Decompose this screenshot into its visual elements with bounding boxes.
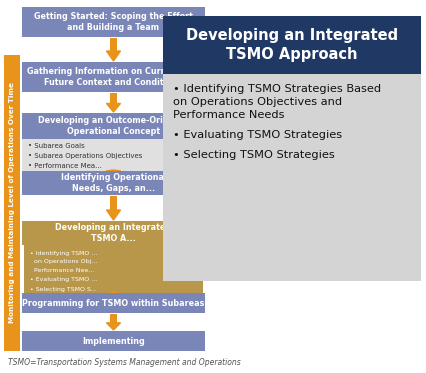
Bar <box>22 293 204 313</box>
Text: Developing an Outcome-Oriented
Operational Concept: Developing an Outcome-Oriented Operation… <box>38 116 189 136</box>
Bar <box>110 314 117 323</box>
Bar <box>22 62 204 92</box>
Text: Programming for TSMO within Subareas: Programming for TSMO within Subareas <box>22 298 204 307</box>
Text: • Identifying TSMO Strategies Based
on Operations Objectives and
Performance Nee: • Identifying TSMO Strategies Based on O… <box>173 84 380 120</box>
Text: TSMO=Transportation Systems Management and Operations: TSMO=Transportation Systems Management a… <box>8 358 240 367</box>
Bar <box>22 171 204 195</box>
Text: • Evaluating TSMO Strategies: • Evaluating TSMO Strategies <box>173 131 341 141</box>
Text: Performance Nee...: Performance Nee... <box>30 269 94 273</box>
Bar <box>22 113 204 139</box>
Text: Identifying Operational
Needs, Gaps, an...: Identifying Operational Needs, Gaps, an.… <box>60 173 166 193</box>
Bar <box>163 74 420 281</box>
Text: • Identifying TSMO ...: • Identifying TSMO ... <box>30 251 97 256</box>
Polygon shape <box>106 51 120 61</box>
Bar <box>110 93 117 103</box>
Polygon shape <box>106 292 120 294</box>
Text: Implementing: Implementing <box>82 336 144 345</box>
Polygon shape <box>106 210 120 220</box>
Bar <box>163 16 420 74</box>
Text: on Operations Obj...: on Operations Obj... <box>30 260 97 264</box>
Bar <box>4 55 20 351</box>
Bar <box>22 139 204 171</box>
Text: • Performance Mea...: • Performance Mea... <box>28 163 102 169</box>
Bar <box>22 7 204 37</box>
Text: Developing an Integrated
TSMO Approach: Developing an Integrated TSMO Approach <box>185 28 397 62</box>
Polygon shape <box>106 103 120 112</box>
Bar <box>24 245 202 295</box>
Text: • Subarea Goals: • Subarea Goals <box>28 143 84 149</box>
Polygon shape <box>106 323 120 330</box>
Text: Gathering Information on Current and
Future Context and Conditions: Gathering Information on Current and Fut… <box>27 67 199 87</box>
Text: • Subarea Operations Objectives: • Subarea Operations Objectives <box>28 153 142 159</box>
Text: Monitoring and Maintaining Level of Operations Over Time: Monitoring and Maintaining Level of Oper… <box>9 82 15 323</box>
Bar <box>110 38 117 51</box>
Bar <box>22 221 204 245</box>
Bar <box>110 196 117 210</box>
Text: Developing an Integrated
TSMO A...: Developing an Integrated TSMO A... <box>55 223 171 243</box>
Text: • Selecting TSMO S...: • Selecting TSMO S... <box>30 286 97 292</box>
Text: • Selecting TSMO Strategies: • Selecting TSMO Strategies <box>173 150 334 160</box>
Text: • Evaluating TSMO ...: • Evaluating TSMO ... <box>30 278 97 282</box>
Polygon shape <box>106 170 120 171</box>
Text: Getting Started: Scoping the Effort
and Building a Team: Getting Started: Scoping the Effort and … <box>34 12 193 32</box>
Bar <box>22 331 204 351</box>
